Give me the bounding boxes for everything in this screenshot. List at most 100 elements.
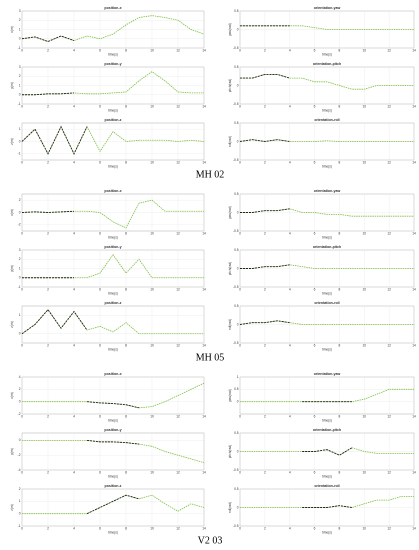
y-tick-label: 0.5 [234, 304, 239, 308]
x-tick-label: 4 [73, 104, 75, 108]
x-tick-label: 0 [239, 160, 241, 164]
chart-title: orientation-yaw [314, 372, 341, 376]
y-tick-label: 0 [237, 400, 239, 404]
y-tick-label: 0 [19, 438, 21, 442]
y-tick-label: 3 [19, 248, 21, 252]
y-axis-label: yaw(rad) [228, 23, 232, 35]
x-tick-label: 10 [150, 287, 154, 291]
x-tick-label: 2 [47, 48, 49, 52]
plot-area [21, 376, 205, 415]
y-axis-label: z(m) [10, 504, 14, 510]
x-tick-label: 12 [176, 287, 180, 291]
x-tick-label: 6 [99, 160, 101, 164]
x-tick-label: 12 [176, 414, 180, 418]
x-tick-label: 2 [264, 231, 266, 235]
x-tick-label: 8 [339, 48, 341, 52]
y-axis-label: z(m) [10, 321, 14, 327]
x-tick-label: 6 [314, 343, 316, 347]
x-tick-label: 4 [289, 470, 291, 474]
y-tick-label: 0 [19, 332, 21, 336]
y-tick-label: 4 [19, 375, 21, 379]
x-tick-label: 0 [21, 414, 23, 418]
x-tick-label: 12 [176, 104, 180, 108]
x-tick-label: 8 [125, 470, 127, 474]
x-tick-label: 8 [339, 104, 341, 108]
x-tick-label: 4 [289, 160, 291, 164]
y-tick-label: -0.5 [233, 524, 239, 528]
x-axis-label: time(s) [108, 164, 118, 168]
y-tick-label: -0.5 [233, 46, 239, 50]
x-tick-label: 4 [289, 104, 291, 108]
y-tick-label: 2 [19, 198, 21, 202]
data-line [21, 210, 75, 213]
chart-title: orientation-pitch [313, 428, 341, 432]
y-tick-label: 0.5 [234, 65, 239, 69]
x-tick-label: 0 [239, 231, 241, 235]
x-tick-label: 8 [339, 160, 341, 164]
data-line [240, 388, 414, 403]
x-tick-label: 6 [314, 48, 316, 52]
y-tick-label: 0.5 [234, 192, 239, 196]
x-tick-label: 4 [73, 526, 75, 530]
y-tick-label: -2 [18, 223, 21, 227]
x-tick-label: 0 [239, 104, 241, 108]
x-tick-label: 10 [150, 470, 154, 474]
x-tick-label: 8 [339, 526, 341, 530]
y-tick-label: 2 [19, 387, 21, 391]
x-tick-label: 8 [125, 414, 127, 418]
x-tick-label: 14 [412, 287, 416, 291]
x-tick-label: 10 [150, 48, 154, 52]
chart-title: position-z [105, 484, 122, 488]
y-axis-label: pitch(rad) [228, 262, 232, 275]
x-tick-label: 8 [125, 231, 127, 235]
x-tick-label: 4 [289, 287, 291, 291]
data-line [21, 15, 205, 42]
x-tick-label: 10 [363, 343, 367, 347]
chart-title: orientation-pitch [313, 245, 341, 249]
chart-title: position-y [104, 245, 121, 249]
y-axis-label: roll(rad) [228, 136, 232, 147]
x-tick-label: 2 [264, 104, 266, 108]
chart-title: orientation-yaw [314, 6, 341, 10]
chart-title: position-z [105, 301, 122, 305]
x-tick-label: 6 [314, 414, 316, 418]
x-tick-label: 4 [289, 414, 291, 418]
x-tick-label: 10 [150, 231, 154, 235]
data-line [240, 25, 414, 30]
data-line [240, 74, 414, 90]
x-tick-label: 10 [150, 414, 154, 418]
x-axis-label: time(s) [108, 530, 118, 534]
x-axis-label: time(s) [322, 530, 332, 534]
x-tick-label: 12 [176, 470, 180, 474]
x-tick-label: 4 [73, 48, 75, 52]
data-line [240, 447, 414, 456]
x-tick-label: 4 [289, 231, 291, 235]
x-tick-label: 0 [239, 48, 241, 52]
x-tick-label: 2 [47, 470, 49, 474]
chart-title: orientation-pitch [313, 62, 341, 66]
x-tick-label: 12 [387, 160, 391, 164]
chart-title: orientation-roll [314, 484, 339, 488]
x-tick-label: 6 [99, 526, 101, 530]
y-axis-label: roll(rad) [228, 319, 232, 330]
x-tick-label: 12 [176, 231, 180, 235]
y-tick-label: 0.5 [234, 9, 239, 13]
y-tick-label: -0.5 [233, 468, 239, 472]
x-axis-label: time(s) [108, 108, 118, 112]
x-tick-label: 12 [387, 48, 391, 52]
x-tick-label: 6 [99, 104, 101, 108]
data-line [302, 505, 352, 508]
x-tick-label: 12 [176, 48, 180, 52]
plot-area [21, 432, 205, 471]
data-line [21, 308, 88, 335]
x-tick-label: 10 [363, 287, 367, 291]
x-tick-label: 0 [21, 287, 23, 291]
x-tick-label: 0 [21, 231, 23, 235]
data-line [240, 264, 290, 269]
x-tick-label: 10 [363, 160, 367, 164]
x-axis-label: time(s) [108, 235, 118, 239]
x-tick-label: 6 [99, 287, 101, 291]
x-tick-label: 14 [202, 414, 206, 418]
y-tick-label: -0.5 [233, 158, 239, 162]
y-axis-label: pitch(rad) [228, 445, 232, 458]
